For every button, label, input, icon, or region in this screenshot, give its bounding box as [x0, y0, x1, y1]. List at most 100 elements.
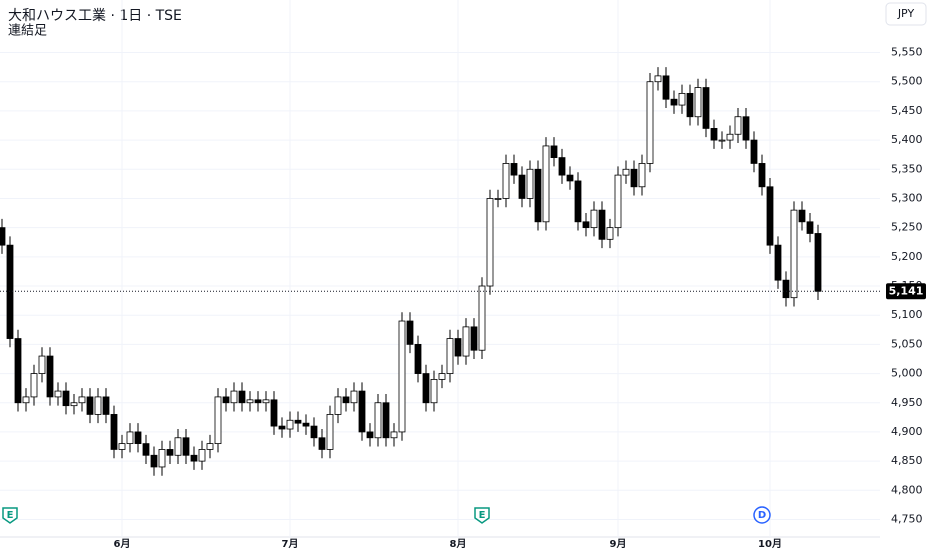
candle-body	[486, 198, 494, 287]
candle	[742, 107, 750, 149]
candle-body	[246, 399, 254, 404]
candle	[206, 434, 214, 459]
candle	[230, 382, 238, 412]
candle	[718, 131, 726, 149]
y-tick-label: 5,550	[891, 46, 923, 59]
y-tick-label: 4,900	[891, 425, 923, 438]
candle-body	[814, 233, 822, 292]
candle-body	[110, 414, 118, 450]
candle	[126, 423, 134, 453]
candle	[150, 446, 158, 476]
candle	[702, 78, 710, 138]
candle	[182, 429, 190, 465]
candle	[414, 335, 422, 383]
candle-body	[150, 454, 158, 468]
candle-body	[438, 373, 446, 380]
candle	[0, 218, 6, 254]
candle-body	[718, 139, 726, 142]
candle	[806, 213, 814, 243]
candle-body	[294, 419, 302, 424]
candle	[334, 388, 342, 424]
candle-body	[662, 75, 670, 100]
candle-body	[502, 163, 510, 199]
candle-body	[62, 390, 70, 407]
candle	[190, 446, 198, 470]
candle-body	[78, 396, 86, 404]
candle-body	[6, 244, 14, 339]
candle	[654, 67, 662, 91]
candle-body	[270, 399, 278, 427]
candle-body	[230, 390, 238, 404]
candle	[294, 411, 302, 432]
candle	[662, 67, 670, 108]
candle-body	[174, 437, 182, 456]
currency-button[interactable]	[885, 2, 927, 26]
candle	[710, 119, 718, 149]
candle	[318, 429, 326, 459]
candle	[486, 189, 494, 295]
candle-body	[142, 443, 150, 456]
candle	[686, 84, 694, 126]
candle-body	[166, 449, 174, 456]
candle	[30, 364, 38, 406]
candle	[166, 440, 174, 465]
candle-body	[742, 116, 750, 141]
candle-body	[494, 198, 502, 200]
candle	[782, 271, 790, 307]
event-label: E	[7, 510, 14, 521]
candle-body	[790, 209, 798, 299]
candle	[566, 166, 574, 190]
x-tick-label: 7月	[282, 538, 299, 550]
y-tick-label: 5,300	[891, 191, 923, 204]
currency-label: JPY	[897, 7, 915, 20]
candle	[582, 213, 590, 237]
candle-body	[134, 431, 142, 445]
candle	[630, 160, 638, 196]
candle	[54, 382, 62, 406]
candle	[510, 154, 518, 184]
candle	[358, 382, 366, 441]
candle	[286, 411, 294, 438]
candle	[430, 370, 438, 412]
candle-body	[654, 75, 662, 83]
candle	[494, 189, 502, 208]
candle	[134, 423, 142, 453]
y-tick-label: 5,350	[891, 162, 923, 175]
y-tick-label: 4,850	[891, 454, 923, 467]
candle	[446, 329, 454, 383]
candle-body	[86, 396, 94, 415]
candle-body	[782, 279, 790, 299]
candle	[750, 131, 758, 173]
candle-body	[238, 390, 246, 404]
candle-body	[374, 402, 382, 439]
y-tick-label: 5,050	[891, 337, 923, 350]
candle-body	[382, 402, 390, 439]
candle	[62, 382, 70, 415]
candle-body	[198, 449, 206, 462]
candle-body	[358, 390, 366, 433]
candle-body	[342, 396, 350, 404]
candle-body	[206, 443, 214, 450]
candle	[222, 388, 230, 412]
candle-body	[70, 402, 78, 407]
candle	[622, 160, 630, 184]
candle	[374, 393, 382, 447]
candle-body	[670, 98, 678, 106]
candle	[94, 388, 102, 424]
y-tick-label: 5,200	[891, 250, 923, 263]
candle	[470, 318, 478, 359]
candle	[542, 137, 550, 231]
candle	[574, 172, 582, 231]
candle	[502, 154, 510, 208]
candle	[262, 391, 270, 412]
candle-body	[286, 419, 294, 430]
candle	[22, 388, 30, 412]
candle-body	[806, 221, 814, 234]
candle-body	[446, 338, 454, 374]
candle-body	[414, 343, 422, 374]
candle-body	[574, 180, 582, 223]
y-tick-label: 5,500	[891, 75, 923, 88]
candle	[78, 388, 86, 412]
candle-body	[686, 92, 694, 118]
